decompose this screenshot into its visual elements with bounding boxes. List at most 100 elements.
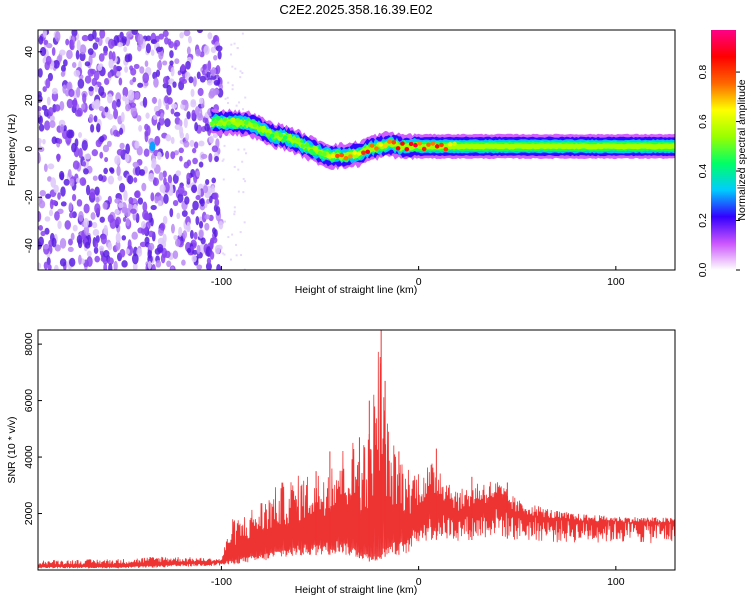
spectrogram-hotspot — [395, 146, 401, 151]
spectrogram-noise-blob — [107, 214, 114, 223]
spectrogram-noise-blob — [199, 75, 206, 83]
spectrogram-noise-blob — [113, 129, 119, 137]
spectrogram-noise-blob — [130, 68, 137, 76]
spectrogram-noise-blob — [162, 170, 167, 178]
spectrogram-noise-speck — [244, 96, 247, 99]
spectrogram-noise-blob — [58, 119, 66, 127]
spectrogram-noise-blob — [151, 263, 156, 270]
spectrogram-noise-blob — [82, 93, 87, 104]
spectrogram-noise-speck — [235, 243, 238, 246]
spectrogram-noise-speck — [229, 258, 232, 261]
spectrogram-hotspot — [421, 146, 427, 152]
spectrogram-noise-blob — [179, 132, 185, 139]
spectrogram-noise-blob — [98, 53, 105, 62]
spectrogram-noise-blob — [162, 215, 168, 225]
spectrogram-noise-blob — [170, 266, 175, 270]
spectrogram-noise-blob — [106, 93, 113, 104]
spectrogram-noise-blob — [87, 48, 94, 56]
spectrogram-noise-blob — [194, 106, 200, 116]
spectrogram-noise-blob — [113, 108, 119, 120]
spectrogram-noise-blob — [139, 241, 147, 248]
spectrogram-hotspot — [217, 122, 223, 127]
spectrogram-x-tick-label: 0 — [416, 276, 422, 288]
spectrogram-noise-blob — [66, 98, 74, 109]
spectrogram-hotspot — [304, 142, 310, 148]
spectrogram-noise-blob — [212, 192, 219, 200]
spectrogram-noise-speck — [228, 133, 231, 136]
spectrogram-hotspot — [209, 121, 214, 126]
spectrogram-noise-blob — [120, 111, 125, 123]
spectrogram-noise-blob — [63, 59, 68, 67]
spectrogram-noise-blob — [164, 250, 171, 259]
spectrogram-noise-blob — [191, 147, 197, 154]
spectrogram-noise-blob — [102, 201, 108, 210]
spectrogram-noise-speck — [237, 190, 240, 193]
spectrogram-noise-blob — [55, 30, 61, 42]
spectrogram-noise-blob — [68, 212, 74, 219]
spectrogram-noise-blob — [214, 244, 221, 255]
spectrogram-hotspot — [439, 142, 444, 148]
spectrogram-hotspot — [452, 141, 457, 146]
spectrogram-noise-blob — [39, 189, 46, 197]
spectrogram-noise-blob — [50, 199, 58, 206]
spectrogram-noise-blob — [192, 76, 197, 87]
spectrogram-noise-blob — [139, 169, 146, 176]
spectrogram-noise-blob — [51, 87, 58, 95]
spectrogram-noise-blob — [136, 247, 143, 257]
spectrogram-noise-speck — [244, 180, 247, 183]
spectrogram-noise-blob — [182, 230, 188, 239]
spectrogram-noise-blob — [68, 257, 76, 267]
spectrogram-hotspot — [309, 148, 314, 154]
spectrogram-hotspot — [296, 137, 301, 143]
spectrogram-noise-blob — [179, 155, 183, 162]
spectrogram-noise-blob — [186, 172, 191, 183]
spectrogram-noise-blob — [83, 225, 90, 235]
spectrogram-noise-blob — [175, 170, 182, 177]
snr-y-tick-label: 4000 — [23, 445, 35, 469]
snr-y-tick-label: 6000 — [23, 389, 35, 413]
spectrogram-hotspot — [339, 152, 345, 158]
spectrogram-noise-blob — [88, 113, 94, 123]
spectrogram-noise-blob — [45, 78, 51, 89]
spectrogram-noise-blob — [111, 51, 116, 62]
spectrogram-noise-blob — [78, 132, 83, 139]
spectrogram-noise-blob — [53, 184, 59, 193]
spectrogram-noise-speck — [243, 268, 246, 270]
spectrogram-hotspot — [426, 142, 431, 147]
spectrogram-noise-blob — [91, 101, 97, 110]
spectrogram-noise-blob — [64, 220, 71, 230]
spectrogram-noise-blob — [174, 124, 181, 130]
spectrogram-noise-blob — [38, 35, 44, 45]
spectrogram-noise-blob — [150, 204, 157, 211]
spectrogram-noise-blob — [154, 196, 159, 204]
spectrogram-noise-speck — [226, 102, 229, 105]
spectrogram-noise-blob — [91, 149, 99, 157]
spectrogram-ridge-band — [211, 115, 675, 163]
spectrogram-noise-blob — [72, 160, 80, 170]
spectrogram-hotspot — [274, 131, 279, 137]
spectrogram-noise-blob — [170, 136, 175, 145]
spectrogram-noise-blob — [131, 231, 138, 240]
spectrogram-noise-blob — [47, 163, 55, 170]
spectrogram-noise-blob — [88, 86, 94, 92]
spectrogram-noise-blob — [159, 222, 166, 231]
spectrogram-noise-blob — [212, 227, 217, 234]
spectrogram-noise-blob — [66, 82, 72, 91]
spectrogram-x-axis-label: Height of straight line (km) — [295, 284, 418, 296]
spectrogram-noise-blob — [126, 31, 133, 38]
spectrogram-noise-blob — [135, 212, 140, 224]
spectrogram-noise-blob — [158, 33, 165, 40]
spectrogram-noise-speck — [237, 168, 240, 171]
spectrogram-noise-speck — [223, 144, 226, 147]
spectrogram-noise-blob — [60, 64, 66, 73]
spectrogram-noise-blob — [79, 177, 87, 186]
spectrogram-noise-speck — [224, 97, 227, 100]
spectrogram-noise-blob — [40, 230, 46, 237]
spectrogram-noise-blob — [192, 157, 198, 165]
spectrogram-noise-blob — [158, 171, 164, 181]
spectrogram-noise-blob — [190, 100, 197, 108]
spectrogram-noise-blob — [163, 177, 167, 186]
spectrogram-noise-blob — [140, 220, 146, 229]
spectrogram-hotspot — [391, 140, 397, 145]
